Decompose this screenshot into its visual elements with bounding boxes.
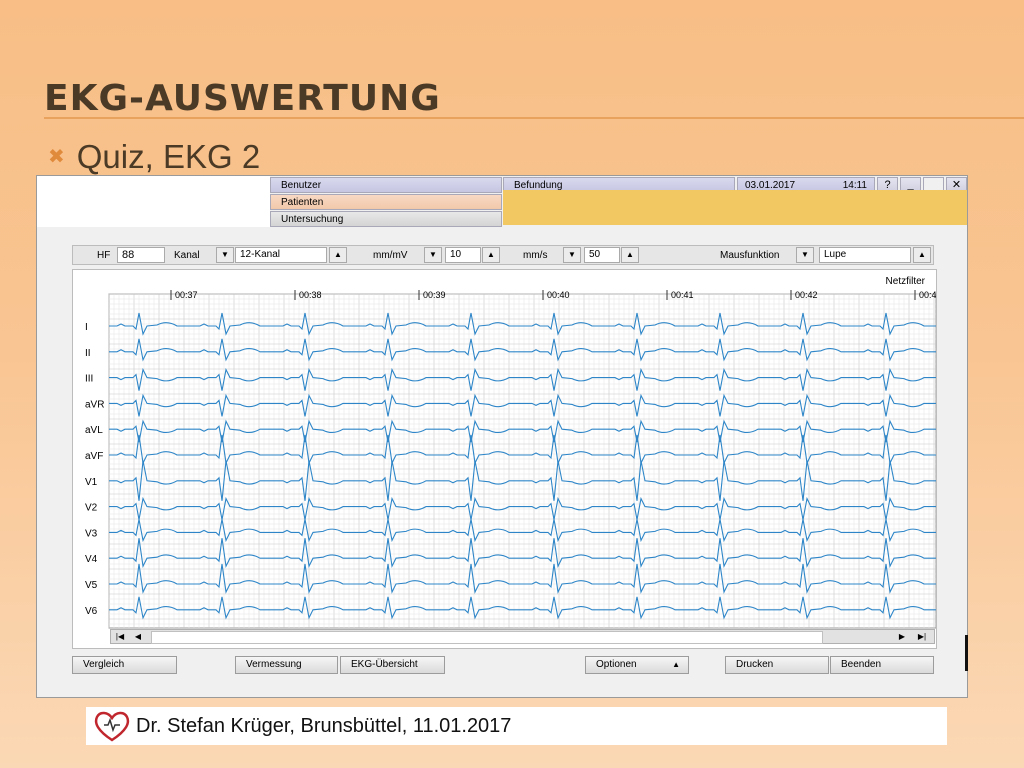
time-mark-label: 00:37 [175, 290, 198, 300]
time-mark-label: 00:39 [423, 290, 446, 300]
ecg-trace-v4 [109, 538, 936, 569]
lead-label: V4 [85, 554, 98, 565]
scroll-thumb[interactable] [151, 631, 823, 644]
slide-title: EKG-Auswertung [44, 78, 441, 119]
mausfunktion-label: Mausfunktion [720, 250, 780, 261]
hf-label: HF [97, 250, 111, 261]
lead-label: III [85, 374, 93, 385]
date-label: 03.01.2017 [745, 180, 796, 191]
time-mark-label: 00:42 [795, 290, 818, 300]
time-mark-label: 00:38 [299, 290, 322, 300]
mms-label: mm/s [523, 250, 548, 261]
ecg-trace-avl [109, 419, 936, 443]
mmmv-label: mm/mV [373, 250, 408, 261]
time-mark-label: 00:41 [671, 290, 694, 300]
maus-down-arrow-icon[interactable]: ▼ [796, 247, 814, 263]
window-blank-panel [37, 176, 270, 227]
lead-label: I [85, 322, 88, 333]
drucken-button[interactable]: Drucken [725, 656, 829, 674]
ecg-grid-frame [108, 293, 936, 629]
bullet-x-icon: ✖ [48, 146, 65, 168]
mmmv-up-arrow-icon[interactable]: ▲ [482, 247, 500, 263]
ecg-trace-v6 [109, 596, 936, 620]
time-mark-label: 00:4 [919, 290, 936, 300]
ecg-application-window: Benutzer Patienten Untersuchung Befundun… [36, 175, 968, 698]
menu-untersuchung[interactable]: Untersuchung [270, 211, 502, 227]
kanal-up-arrow-icon[interactable]: ▲ [329, 247, 347, 263]
lead-label: V1 [85, 477, 98, 488]
ecg-trace-iii [109, 367, 936, 391]
ecg-trace-ii [109, 338, 936, 362]
mms-up-arrow-icon[interactable]: ▲ [621, 247, 639, 263]
kanal-select[interactable]: 12-Kanal [235, 247, 327, 263]
lead-label: V2 [85, 503, 98, 514]
heart-logo-icon [94, 711, 130, 742]
optionen-label: Optionen [596, 659, 637, 670]
help-button[interactable]: ? [877, 177, 898, 193]
mms-select[interactable]: 50 [584, 247, 620, 263]
ecg-trace-i [109, 312, 936, 336]
scroll-prev-icon[interactable]: ◀ [134, 632, 142, 641]
beenden-button[interactable]: Beenden [830, 656, 934, 674]
lead-label: II [85, 348, 91, 359]
timeline-scrollbar[interactable]: |◀ ◀ ▶ ▶| [110, 629, 935, 644]
kanal-label: Kanal [174, 250, 200, 261]
maus-up-arrow-icon[interactable]: ▲ [913, 247, 931, 263]
lead-label: V3 [85, 528, 98, 539]
ecg-trace-v5 [109, 563, 936, 594]
mmmv-select[interactable]: 10 [445, 247, 481, 263]
ecg-traces: Netzfilter 00:37 00:38 00:39 00:40 00:41 00:42… [85, 276, 936, 642]
vermessung-button[interactable]: Vermessung [235, 656, 338, 674]
optionen-button[interactable]: Optionen ▲ [585, 656, 689, 674]
vergleich-button[interactable]: Vergleich [72, 656, 177, 674]
footer-text: Dr. Stefan Krüger, Brunsbüttel, 11.01.20… [136, 715, 512, 737]
window-edge [965, 635, 968, 671]
bullet-text: Quiz, EKG 2 [76, 138, 261, 175]
ecg-display: Netzfilter 00:37 00:38 00:39 00:40 00:41 00:42… [72, 269, 937, 649]
scroll-last-icon[interactable]: ▶| [917, 632, 927, 641]
lead-label: aVR [85, 399, 104, 410]
mausfunktion-select[interactable]: Lupe [819, 247, 911, 263]
scroll-first-icon[interactable]: |◀ [115, 632, 125, 641]
control-toolbar: HF 88 Kanal ▼ 12-Kanal ▲ mm/mV ▼ 10 ▲ mm… [72, 245, 934, 265]
slide-footer: Dr. Stefan Krüger, Brunsbüttel, 11.01.20… [86, 707, 947, 745]
ecg-trace-v3 [109, 519, 936, 543]
scroll-next-icon[interactable]: ▶ [898, 632, 906, 641]
ekg-uebersicht-button[interactable]: EKG-Übersicht [340, 656, 445, 674]
ecg-trace-avr [109, 393, 936, 417]
lead-label: V5 [85, 580, 98, 591]
kanal-down-arrow-icon[interactable]: ▼ [216, 247, 234, 263]
ecg-trace-v2 [109, 496, 936, 520]
netzfilter-label: Netzfilter [886, 276, 926, 287]
title-rule [44, 117, 1024, 119]
ecg-trace-v1 [109, 460, 936, 501]
time-label: 14:11 [842, 180, 867, 191]
lead-label: aVL [85, 425, 103, 436]
optionen-up-arrow-icon: ▲ [672, 660, 680, 669]
hf-value: 88 [117, 247, 165, 263]
time-mark-label: 00:40 [547, 290, 570, 300]
mmmv-down-arrow-icon[interactable]: ▼ [424, 247, 442, 263]
lead-label: V6 [85, 606, 98, 617]
bullet-item: ✖ Quiz, EKG 2 [48, 138, 260, 176]
highlight-panel [503, 190, 967, 225]
lead-label: aVF [85, 451, 103, 462]
menu-patienten[interactable]: Patienten [270, 194, 502, 210]
mms-down-arrow-icon[interactable]: ▼ [563, 247, 581, 263]
menu-benutzer[interactable]: Benutzer [270, 177, 502, 193]
